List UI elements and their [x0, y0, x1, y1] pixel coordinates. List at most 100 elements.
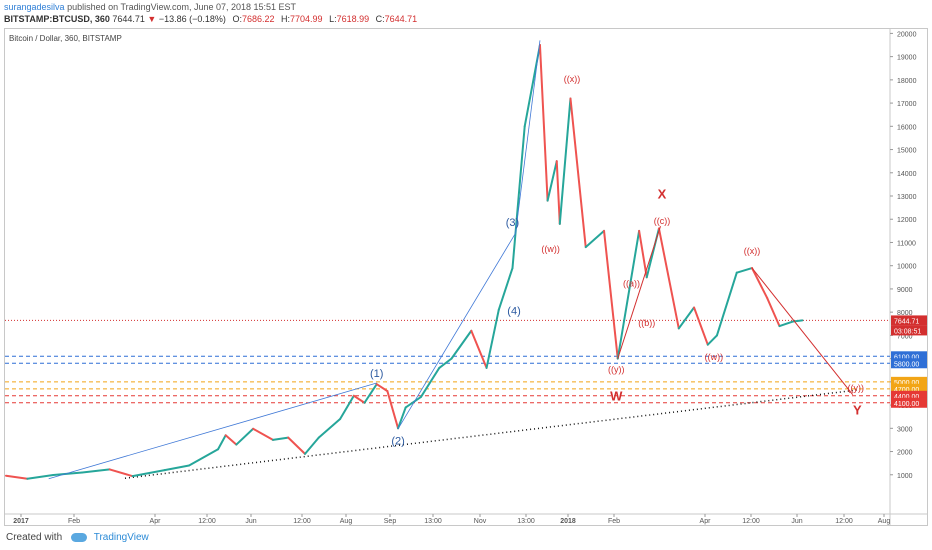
price-segment	[26, 474, 55, 480]
price-segment	[5, 474, 29, 480]
price-segment	[224, 434, 238, 446]
price-segment	[375, 383, 389, 393]
price-segment	[304, 436, 320, 455]
level-label-box	[891, 358, 927, 369]
x-tick-label: Feb	[608, 518, 620, 525]
published-text: published on TradingView.com, June 07, 2…	[67, 2, 297, 12]
level-label: 4400.00	[894, 394, 919, 401]
price-segment	[352, 394, 366, 404]
price-segment	[235, 427, 255, 446]
support-trendline	[124, 389, 858, 479]
low-label: L:	[329, 14, 337, 24]
publish-info: surangadesilva published on TradingView.…	[4, 2, 296, 12]
x-tick-label: 12:00	[835, 518, 853, 525]
price-segment	[715, 271, 738, 337]
level-label: 7644.71	[894, 318, 919, 325]
y-tick-label: 7000	[897, 333, 913, 340]
symbol-info-bar: BITSTAMP:BTCUSD, 360 7644.71 ▼ −13.86 (−…	[4, 14, 417, 24]
level-label: 5000.00	[894, 380, 919, 387]
x-tick-label: Sep	[384, 518, 397, 525]
level-label-box	[891, 376, 927, 387]
x-tick-label: Apr	[700, 518, 712, 525]
level-label-box	[891, 315, 927, 326]
y-tick-label: 13000	[897, 194, 917, 201]
red-wave-label: W	[610, 388, 623, 403]
footer: Created with TradingView	[6, 532, 149, 543]
price-segment	[693, 306, 709, 346]
price-segment	[450, 329, 473, 360]
price-segment	[706, 334, 718, 346]
x-tick-label: 13:00	[424, 518, 442, 525]
level-label: 6100.00	[894, 354, 919, 361]
price-chart[interactable]: Bitcoin / Dollar, 360, BITSTAMP 1000 2000 3…	[5, 29, 927, 525]
price-segment	[677, 306, 696, 330]
red-wave-label: Y	[853, 402, 862, 417]
red-wave-label: ((x))	[744, 246, 761, 256]
price-segment	[397, 406, 407, 430]
price-segment	[217, 434, 227, 451]
price-segment	[497, 267, 514, 311]
level-label-box	[891, 390, 927, 401]
tradingview-cloud-icon	[70, 532, 87, 542]
price-segment	[81, 468, 111, 474]
y-tick-label: 19000	[897, 55, 917, 62]
price-segment	[339, 394, 355, 421]
price-change: −13.86 (−0.18%)	[158, 14, 226, 24]
price-segment	[751, 267, 769, 300]
blue-wave-label: (1)	[370, 368, 383, 380]
x-tick-label: 12:00	[198, 518, 216, 525]
price-segment	[131, 469, 166, 478]
close-value: 7644.71	[384, 14, 418, 24]
price-segment	[616, 229, 641, 360]
countdown-box	[891, 325, 927, 336]
red-wave-label: ((a))	[623, 279, 640, 289]
chart-frame[interactable]: Bitcoin / Dollar, 360, BITSTAMP 1000 2000 3…	[4, 28, 928, 526]
x-tick-label: 13:00	[517, 518, 535, 525]
y-tick-label: 11000	[897, 240, 916, 247]
price-segment	[485, 308, 500, 369]
price-segment	[317, 418, 342, 439]
price-segment	[558, 97, 572, 225]
y-tick-label: 12000	[897, 217, 917, 224]
x-tick-label: 2017	[13, 518, 29, 525]
price-segment	[657, 227, 680, 330]
y-tick-label: 17000	[897, 101, 917, 108]
x-tick-label: Jun	[245, 518, 256, 525]
price-segment	[163, 464, 191, 472]
x-tick-label: Aug	[340, 518, 353, 525]
y-tick-label: 14000	[897, 171, 917, 178]
level-label: 4700.00	[894, 387, 919, 394]
price-segment	[766, 297, 781, 328]
price-segment	[584, 229, 606, 249]
publisher-link[interactable]: surangadesilva	[4, 2, 65, 12]
price-segment	[546, 160, 558, 202]
high-label: H:	[281, 14, 291, 24]
blue-wave-line	[397, 232, 516, 429]
level-label: 4100.00	[894, 401, 919, 408]
y-tick-label: 16000	[897, 124, 917, 131]
x-tick-label: Apr	[150, 518, 162, 525]
x-tick-label: Nov	[474, 518, 487, 525]
y-tick-label: 18000	[897, 78, 917, 85]
x-tick-label: Jun	[791, 518, 802, 525]
red-wave-label: ((y))	[848, 383, 865, 393]
price-segment	[419, 366, 441, 398]
price-segment	[363, 383, 378, 404]
price-segment	[511, 125, 526, 270]
price-segment	[287, 436, 307, 455]
price-segment	[386, 390, 400, 430]
last-price: 7644.71	[112, 14, 145, 24]
high-value: 7704.99	[290, 14, 323, 24]
level-label-box	[891, 397, 927, 408]
tradingview-brand[interactable]: TradingView	[93, 532, 149, 543]
open-value: 7686.22	[241, 14, 275, 24]
countdown-label: 03:08:51	[894, 328, 921, 335]
red-wave-label: ((b))	[638, 318, 655, 328]
blue-wave-line	[48, 382, 377, 480]
red-wave-label: ((w))	[705, 352, 724, 362]
low-value: 7618.99	[336, 14, 370, 24]
chart-title: Bitcoin / Dollar, 360, BITSTAMP	[9, 34, 122, 43]
price-segment	[271, 436, 290, 441]
level-label: 5800.00	[894, 361, 919, 368]
y-tick-label: 2000	[897, 450, 913, 457]
